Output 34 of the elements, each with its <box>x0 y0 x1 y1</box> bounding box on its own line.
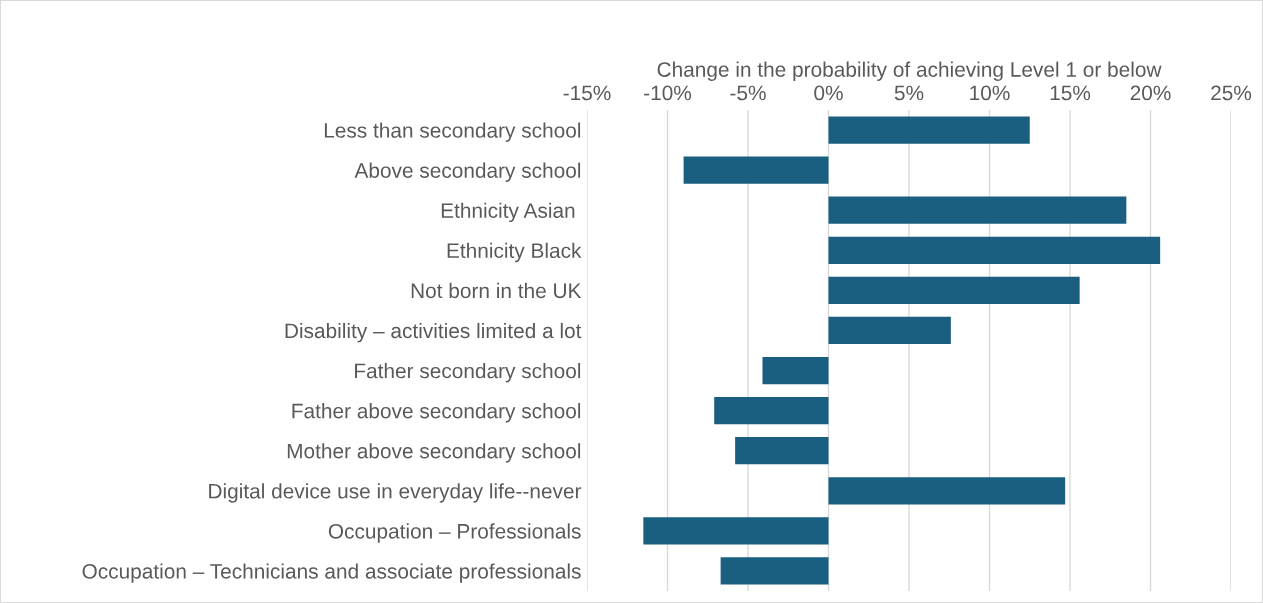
x-axis-title: Change in the probability of achieving Level 1 or below <box>657 61 1162 82</box>
y-tick-label: Ethnicity Asian <box>441 202 575 223</box>
y-tick-label: Disability – activities limited a lot <box>285 322 582 343</box>
x-tick-label: -15% <box>563 85 611 101</box>
y-tick-label: Mother above secondary school <box>287 443 581 463</box>
bar <box>714 397 829 425</box>
y-tick-label: Digital device use in everyday life--never <box>209 483 582 503</box>
bar <box>643 517 829 545</box>
y-tick-label: Occupation – Technicians and associate professionals <box>82 563 581 583</box>
y-tick-label: Occupation – Professionals <box>328 523 581 543</box>
x-tick-label: 5% <box>894 85 924 101</box>
y-tick-label: Above secondary school <box>354 162 581 182</box>
y-tick-label: Father above secondary school <box>292 403 581 423</box>
bar <box>735 437 829 465</box>
bar <box>828 316 951 345</box>
y-tick-label: Father secondary school <box>355 362 581 383</box>
y-tick-label: Ethnicity Black <box>447 242 582 263</box>
bar <box>720 557 829 585</box>
x-tick-label: -5% <box>730 85 766 101</box>
x-tick-label: -10% <box>644 85 692 101</box>
y-tick-label: Less than secondary school <box>324 122 581 142</box>
x-tick-label: 20% <box>1130 85 1171 101</box>
x-tick-label: 0% <box>814 85 843 101</box>
x-tick-label: 15% <box>1050 85 1091 101</box>
bar <box>828 236 1161 264</box>
x-tick-label: 10% <box>970 85 1010 101</box>
y-tick-label: Not born in the UK <box>411 282 582 299</box>
bar <box>828 116 1030 144</box>
x-tick-label: 25% <box>1211 85 1252 101</box>
bar <box>828 196 1127 224</box>
bar <box>683 156 829 184</box>
bar <box>828 477 1066 505</box>
bar <box>828 276 1080 304</box>
bar <box>762 356 829 385</box>
